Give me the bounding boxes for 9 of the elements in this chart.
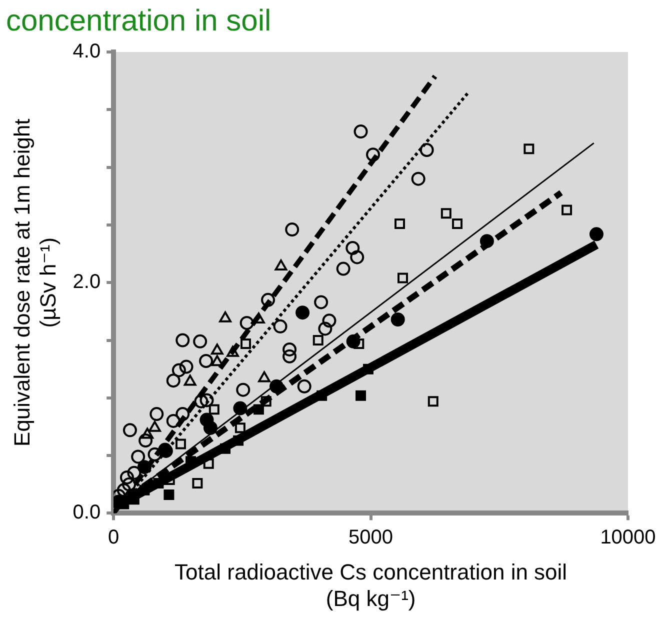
y-tick-label: 0.0 [72,502,101,524]
y-tick-label: 2.0 [72,271,101,294]
y-tick-label: 4.0 [72,40,101,63]
y-axis-title: Equivalent dose rate at 1m height (µSv h⁻¹) [9,118,61,446]
x-tick-label: 0 [108,526,120,549]
x-tick-label: 5000 [348,526,394,549]
chart-title: concentration in soil [6,4,272,38]
x-tick-label: 10000 [600,526,656,549]
x-axis-title: Total radioactive Cs concentration in soil (Bq kg⁻¹) [174,559,568,611]
